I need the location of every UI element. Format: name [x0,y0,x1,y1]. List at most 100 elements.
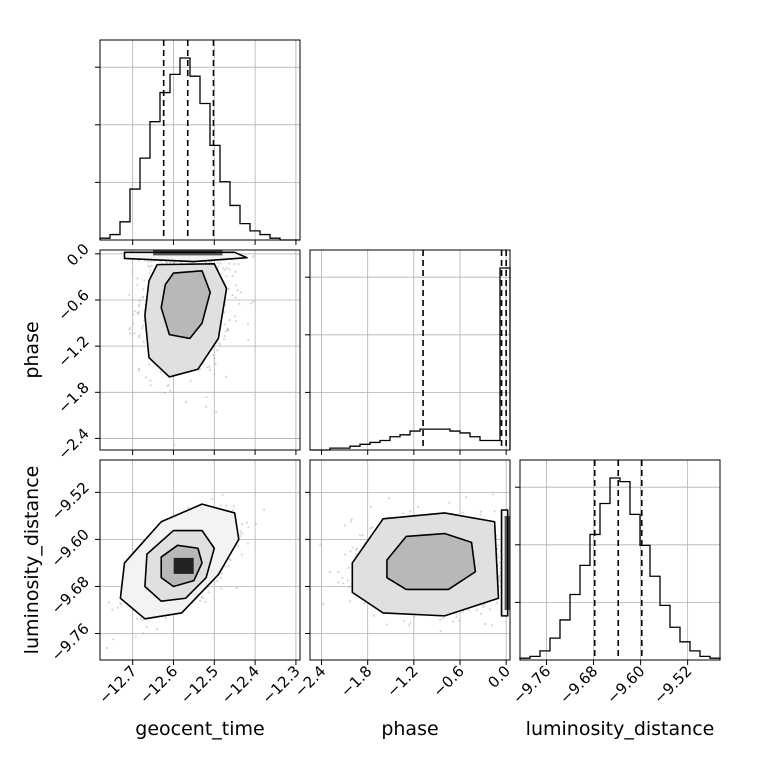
density-geocent_time-phase-sample [136,283,139,286]
ytick-label-luminosity_distance-1: −9.68 [48,573,93,618]
density-geocent_time-phase-sample [166,384,169,387]
density-phase-luminosity_distance-sample [348,600,352,603]
density-phase-luminosity_distance-sample [455,615,458,619]
density-phase-luminosity_distance-sample [488,608,491,611]
density-geocent_time-phase-sample [131,270,134,274]
density-geocent_time-phase-sample [142,340,145,343]
density-geocent_time-luminosity_distance-sample [164,617,168,620]
density-geocent_time-luminosity_distance-plot [105,493,266,650]
density-geocent_time-luminosity_distance-sample [105,646,109,650]
xtick-label-geocent_time-2: −12.5 [177,662,222,707]
xlabel-phase: phase [381,718,438,740]
density-phase-luminosity_distance-sample [409,510,412,513]
density-geocent_time-phase-sample [148,363,151,367]
density-geocent_time-luminosity_distance-sample [220,587,223,590]
density-geocent_time-phase-sample [225,275,228,278]
density-phase-luminosity_distance-sample [442,616,445,620]
density-geocent_time-phase-sample [198,367,202,371]
density-geocent_time-luminosity_distance-sample [139,617,142,620]
density-geocent_time-phase-sample [237,263,240,266]
density-geocent_time-luminosity_distance-sample [227,564,230,568]
xlabel-geocent-time: geocent_time [135,718,264,740]
hist-geocent_time [95,39,301,245]
density-geocent_time-phase-sample [138,334,141,337]
density-geocent_time-phase-sample [142,287,145,291]
density-phase-luminosity_distance-sample [498,578,501,581]
density-geocent_time-phase-sample [137,305,141,308]
hist-geocent_time-border [99,39,301,241]
density-geocent_time-phase-sample [133,310,136,313]
density-geocent_time-phase-sample [227,329,230,332]
density-phase-luminosity_distance-sample [439,619,442,622]
hist-geocent_time-step [99,57,300,241]
xtick-label-phase-3: −0.6 [429,662,467,700]
density-geocent_time-phase-fill-2 [161,270,211,339]
density-geocent_time-phase-sample [213,356,216,360]
density-geocent_time-phase-sample [136,311,139,314]
density-phase-luminosity_distance-sample [387,497,391,500]
density-phase-luminosity_distance-sample [493,509,496,513]
density-geocent_time-luminosity_distance-peak [173,557,194,574]
density-geocent_time-luminosity_distance-sample [186,506,190,509]
density-phase-luminosity_distance-sample [344,553,347,556]
density-geocent_time-phase-sample [226,327,229,331]
ylabel-phase: phase [21,321,43,378]
density-geocent_time-phase-sample [208,365,211,368]
density-geocent_time-phase-sample [210,260,213,263]
density-phase-luminosity_distance-sample [498,561,502,564]
density-geocent_time-luminosity_distance-sample [232,505,235,508]
density-geocent_time-phase-sample [228,318,231,322]
density-geocent_time-phase-sample [228,268,231,271]
density-geocent_time-phase-sample [94,277,96,279]
density-geocent_time-phase-sample [216,349,219,352]
density-geocent_time-phase-sample [149,269,152,272]
density-phase-luminosity_distance-plot [319,493,510,633]
density-geocent_time-phase-sample [208,368,212,372]
density-geocent_time-phase-sample [129,332,132,335]
density-phase-luminosity_distance-sample [385,623,388,626]
density-phase-luminosity_distance-sample [351,546,354,549]
density-phase-luminosity_distance-sample [451,620,455,623]
density-geocent_time-phase-sample [136,277,139,280]
density-geocent_time-luminosity_distance-sample [255,522,258,526]
density-geocent_time-phase-sample [225,267,228,270]
density-geocent_time-phase-contour-0 [160,269,212,340]
xtick-label-geocent_time-0: −12.7 [95,662,140,707]
density-geocent_time-phase-sample [128,293,131,296]
density-geocent_time-phase-sample [238,302,241,305]
density-geocent_time-phase-sample [247,338,250,341]
density-phase-luminosity_distance-sample [479,513,482,516]
density-geocent_time-luminosity_distance-sample [136,617,139,620]
density-geocent_time-phase-sample [148,265,151,268]
density-geocent_time-luminosity_distance-sample [219,576,222,580]
xtick-label-geocent_time-3: −12.4 [218,662,263,707]
density-geocent_time-phase-sample [231,274,234,278]
xtick-label-geocent_time-1: −12.6 [136,662,181,707]
density-phase-luminosity_distance-sample [346,579,349,582]
density-phase-luminosity_distance-sample [319,543,322,546]
density-geocent_time-phase-sample [149,384,152,387]
density-phase-luminosity_distance-fill-2 [386,533,476,590]
density-geocent_time-luminosity_distance-sample [201,596,204,599]
density-phase-luminosity_distance-sample [407,624,411,627]
density-geocent_time-phase-sample [142,324,145,327]
density-phase-luminosity_distance-sample [448,501,451,504]
density-phase-luminosity_distance-sample [342,582,345,585]
density-phase-luminosity_distance-sample [462,610,465,613]
density-geocent_time-phase-sample [223,323,226,326]
density-phase-luminosity_distance-sample [413,616,416,619]
density-geocent_time-phase-sample [132,313,135,316]
density-geocent_time-phase-sample [236,289,239,292]
density-phase-luminosity_distance-sample [497,556,500,559]
density-geocent_time-luminosity_distance-sample [247,526,250,529]
density-geocent_time-phase-sample [206,366,209,369]
density-geocent_time-phase-sample [169,389,172,392]
density-geocent_time-phase-sample [213,373,216,376]
density-phase-luminosity_distance-sample [344,524,347,527]
density-phase-luminosity_distance-sample [322,602,325,605]
density-geocent_time-luminosity_distance-sample [203,600,207,604]
density-geocent_time-luminosity_distance-contour-0 [160,544,203,588]
density-phase-luminosity_distance-sample [350,518,353,521]
density-geocent_time-luminosity_distance-sample [240,553,243,556]
density-geocent_time-phase-sample [234,296,237,299]
